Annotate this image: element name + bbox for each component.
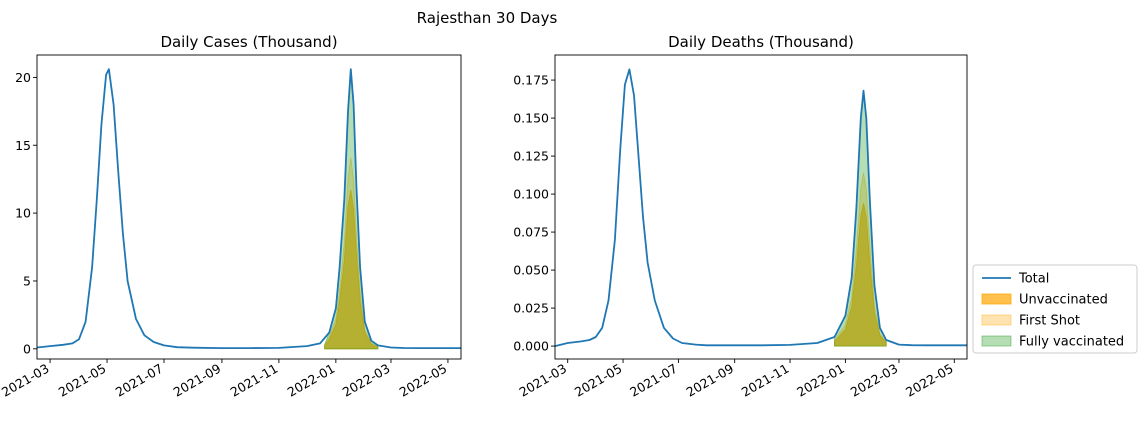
legend-label-first-shot: First Shot [1019, 314, 1080, 329]
legend-label-fully-vaccinated: Fully vaccinated [1019, 335, 1124, 350]
y-tick-label: 0.125 [513, 149, 549, 164]
axes-frame [36, 54, 462, 360]
chart-title: Daily Cases (Thousand) [160, 33, 337, 51]
legend-label-unvaccinated: Unvaccinated [1019, 293, 1108, 308]
legend-swatch-unvaccinated [981, 293, 1012, 305]
area-unvaccinated [834, 203, 887, 347]
area-first-shot [324, 157, 379, 350]
y-tick-label: 0.000 [513, 339, 549, 354]
y-tick-label: 0.050 [513, 263, 549, 278]
chart-title: Daily Deaths (Thousand) [668, 33, 854, 51]
legend-frame [972, 264, 1138, 354]
axes-frame [554, 54, 968, 360]
y-tick-label: 0.150 [513, 111, 549, 126]
legend-swatch-fully-vaccinated [981, 335, 1012, 347]
legend-swatch-first-shot [981, 314, 1012, 326]
area-first-shot [834, 172, 887, 347]
y-tick-label: 10 [15, 206, 31, 221]
y-tick-label: 0.075 [513, 225, 549, 240]
y-tick-label: 15 [15, 138, 31, 153]
figure-title: Rajesthan 30 Days [417, 9, 558, 27]
legend-label-total: Total [1018, 272, 1049, 287]
y-tick-label: 0 [23, 341, 31, 356]
y-tick-label: 5 [23, 273, 31, 288]
y-tick-label: 0.025 [513, 301, 549, 316]
y-tick-label: 0.100 [513, 187, 549, 202]
legend: Total Unvaccinated First Shot Fully vaccina… [972, 264, 1138, 354]
y-tick-label: 0.175 [513, 73, 549, 88]
series-line-total [554, 68, 967, 347]
area-unvaccinated [324, 189, 379, 350]
series-line-total [36, 68, 461, 349]
y-tick-label: 20 [15, 70, 31, 85]
